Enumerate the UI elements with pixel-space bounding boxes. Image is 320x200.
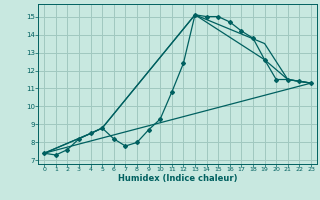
X-axis label: Humidex (Indice chaleur): Humidex (Indice chaleur) [118, 174, 237, 183]
